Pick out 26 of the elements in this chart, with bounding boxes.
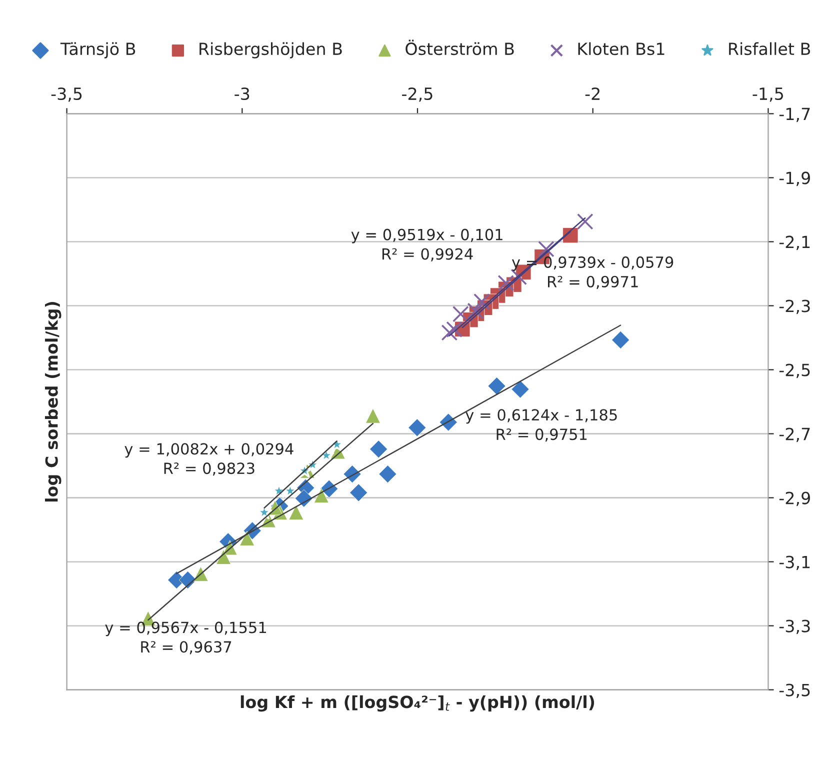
y-tick-label: -2,7 xyxy=(779,428,810,442)
x-tick-label: -3,5 xyxy=(51,87,82,102)
x-tick-label: -3 xyxy=(234,87,250,100)
legend-label: Risfallet B xyxy=(729,42,810,56)
annotation: y = 0,9567x - 0,1551 R² = 0,9637 xyxy=(105,622,266,654)
legend-label: Kloten Bs1 xyxy=(578,42,664,56)
y-tick-label: -3,3 xyxy=(779,620,810,634)
annotation: y = 0,6124x - 1,185 R² = 0,9751 xyxy=(466,409,617,442)
legend-label: Tärnsjö B xyxy=(60,42,136,58)
y-tick-label: -2,1 xyxy=(779,236,810,250)
annotation: y = 0,9519x - 0,101 R² = 0,9924 xyxy=(351,228,502,262)
y-tick-label: -1,9 xyxy=(779,172,810,186)
y-tick-label: -2,9 xyxy=(779,492,810,506)
y-axis-title: log C sorbed (mol/kg) xyxy=(44,302,62,502)
y-tick-label: -2,3 xyxy=(779,300,810,314)
annotation: y = 1,0082x + 0,0294 R² = 0,9823 xyxy=(124,443,294,476)
y-tick-label: -3,5 xyxy=(779,684,810,698)
x-tick-label: -2,5 xyxy=(402,87,432,102)
y-tick-label: -3,1 xyxy=(779,556,810,570)
y-tick-label: -1,7 xyxy=(779,108,810,122)
x-tick-label: -1,5 xyxy=(752,88,784,102)
legend-label: Risbergshöjden B xyxy=(200,42,342,58)
x-axis-title: log Kf + m ([logSO₄²⁻]$_{t}$ - y(pH)) (mol/l) xyxy=(240,695,594,712)
legend-label: Österström B xyxy=(406,40,514,56)
x-tick-label: -2 xyxy=(585,87,600,100)
y-tick-label: -2,5 xyxy=(779,364,810,378)
